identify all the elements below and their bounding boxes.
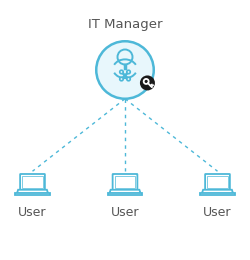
Polygon shape: [17, 190, 48, 193]
Text: User: User: [18, 205, 47, 218]
FancyBboxPatch shape: [114, 176, 136, 188]
Polygon shape: [202, 190, 233, 193]
FancyBboxPatch shape: [22, 176, 43, 188]
Circle shape: [120, 77, 123, 81]
Polygon shape: [15, 193, 50, 195]
Text: User: User: [111, 205, 139, 218]
FancyBboxPatch shape: [207, 176, 228, 188]
Text: User: User: [203, 205, 232, 218]
Circle shape: [140, 75, 155, 90]
Polygon shape: [110, 190, 140, 193]
Text: IT Manager: IT Manager: [88, 18, 162, 31]
Circle shape: [120, 70, 123, 74]
Polygon shape: [200, 193, 235, 195]
Circle shape: [96, 41, 154, 99]
FancyBboxPatch shape: [112, 174, 138, 190]
Circle shape: [118, 49, 132, 64]
FancyBboxPatch shape: [205, 174, 230, 190]
FancyBboxPatch shape: [20, 174, 45, 190]
Polygon shape: [108, 193, 142, 195]
Circle shape: [127, 70, 130, 74]
Circle shape: [127, 77, 130, 81]
